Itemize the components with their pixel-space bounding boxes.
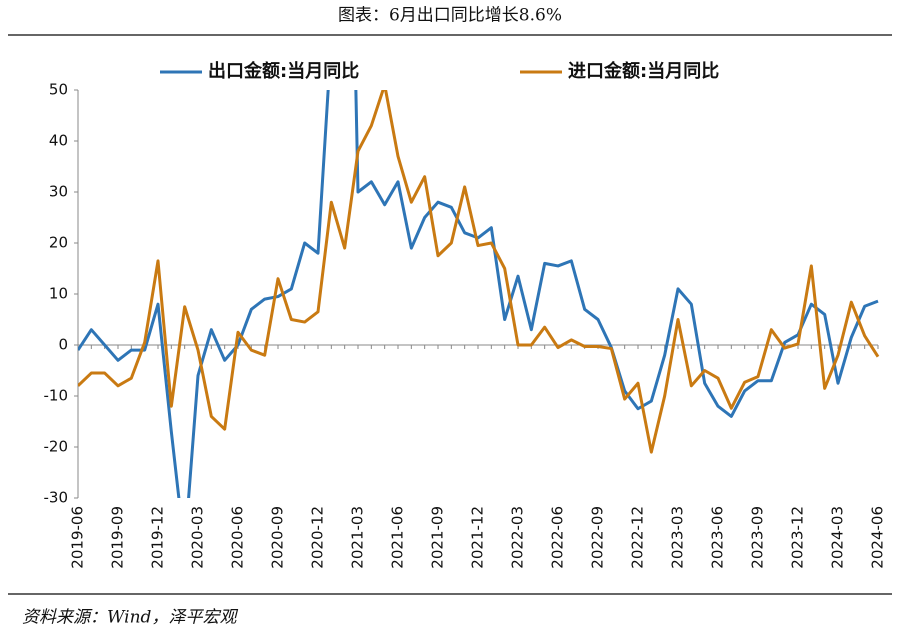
x-tick-label: 2021-09 <box>429 506 447 569</box>
y-tick-label: 50 <box>49 81 68 99</box>
x-tick-label: 2022-06 <box>549 506 567 569</box>
y-tick-label: 10 <box>49 285 68 303</box>
y-tick-label: 0 <box>58 336 68 354</box>
chart-title: 图表：6月出口同比增长8.6% <box>338 6 562 26</box>
legend-label: 出口金额:当月同比 <box>208 60 359 82</box>
x-tick-label: 2022-03 <box>509 506 527 569</box>
x-tick-label: 2022-12 <box>629 506 647 569</box>
x-tick-label: 2020-03 <box>189 506 207 569</box>
x-tick-label: 2021-06 <box>389 506 407 569</box>
x-tick-label: 2019-09 <box>109 506 127 569</box>
y-tick-label: 30 <box>49 183 68 201</box>
x-tick-label: 2021-12 <box>469 506 487 569</box>
x-tick-label: 2024-03 <box>829 506 847 569</box>
series-line <box>78 90 880 454</box>
x-tick-label: 2023-06 <box>709 506 727 569</box>
y-tick-label: 20 <box>49 234 68 252</box>
x-tick-label: 2023-03 <box>669 506 687 569</box>
x-tick-label: 2024-06 <box>869 506 887 569</box>
x-tick-label: 2023-09 <box>749 506 767 569</box>
y-tick-label: -10 <box>44 387 69 405</box>
x-tick-label: 2023-12 <box>789 506 807 569</box>
x-tick-label: 2020-06 <box>229 506 247 569</box>
x-tick-label: 2019-06 <box>69 506 87 569</box>
x-tick-label: 2019-12 <box>149 506 167 569</box>
source-note: 资料来源：Wind，泽平宏观 <box>22 608 238 628</box>
x-tick-label: 2020-09 <box>269 506 287 569</box>
y-tick-label: 40 <box>49 132 68 150</box>
legend-label: 进口金额:当月同比 <box>568 60 719 82</box>
y-tick-label: -30 <box>44 489 69 507</box>
y-tick-label: -20 <box>44 438 69 456</box>
x-tick-label: 2021-03 <box>349 506 367 569</box>
series-line <box>78 90 879 498</box>
x-tick-label: 2022-09 <box>589 506 607 569</box>
x-tick-label: 2020-12 <box>309 506 327 569</box>
